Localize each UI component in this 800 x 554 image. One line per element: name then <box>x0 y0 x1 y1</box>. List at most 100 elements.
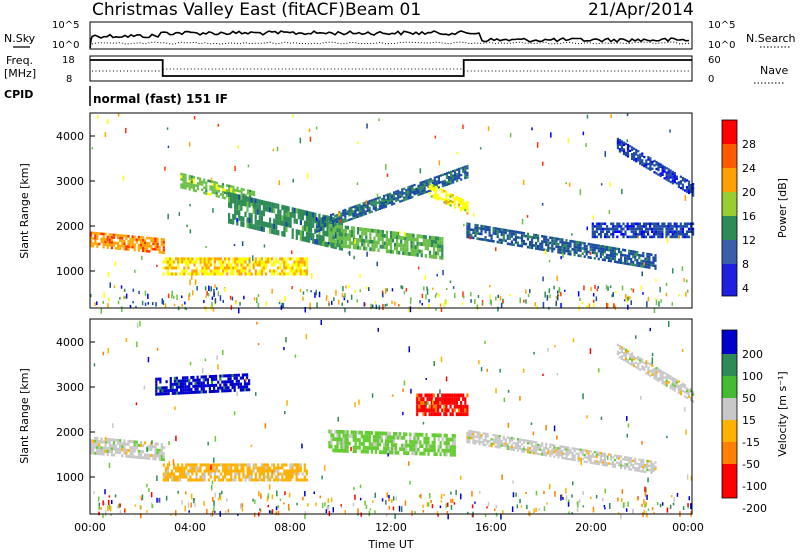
velocity-color-minus200 <box>722 464 737 498</box>
power-ytick-4000: 4000 <box>56 130 84 143</box>
freq-label-line1: Freq. <box>6 54 33 67</box>
velocity-cb-label: Velocity [m s⁻¹] <box>776 371 789 456</box>
power-color-24 <box>722 144 737 168</box>
velocity-ytick-4000: 4000 <box>56 336 84 349</box>
power-color-8 <box>722 240 737 264</box>
noise-left-label: N.Sky <box>4 32 36 45</box>
velocity-feature-1 <box>162 463 308 482</box>
nave-label: Nave <box>760 64 788 77</box>
power-feature-9 <box>591 222 695 239</box>
power-feature-1 <box>162 257 308 276</box>
velocity-color-200 <box>722 330 737 354</box>
freq-left-tick-bottom: 8 <box>66 74 72 85</box>
velocity-feature-6 <box>616 343 695 403</box>
nave-right-tick-top: 60 <box>708 55 721 66</box>
xtick-0800: 08:00 <box>274 521 306 534</box>
velocity-ytick-3000: 3000 <box>56 381 84 394</box>
nave-right-tick-bottom: 0 <box>708 74 714 85</box>
velocity-color-minus15 <box>722 420 737 442</box>
velocity-feature-3 <box>328 429 456 457</box>
power-ytick-3000: 3000 <box>56 175 84 188</box>
power-color-28 <box>722 120 737 144</box>
power-plot-area <box>90 113 692 308</box>
cpid-label: CPID <box>4 88 33 101</box>
power-ytick-2000: 2000 <box>56 220 84 233</box>
freq-label-line2: [MHz] <box>4 67 36 80</box>
velocity-feature-5 <box>466 429 657 475</box>
velocity-cb-tick-minus100: -100 <box>742 480 767 493</box>
power-feature-5 <box>328 223 444 260</box>
velocity-colorbar: 200 100 50 15 -15 -50 -100 -200 Velocity… <box>721 329 789 515</box>
velocity-cb-tick-15: 15 <box>742 414 756 427</box>
xtick-0400: 04:00 <box>174 521 206 534</box>
power-ytick-1000: 1000 <box>56 265 84 278</box>
xtick-0000: 00:00 <box>74 521 106 534</box>
freq-left-tick-top: 18 <box>62 55 75 66</box>
noise-panel: N.Sky 10^5 10^0 10^5 10^0 N.Search <box>4 20 796 51</box>
x-axis-label: Time UT <box>367 538 413 551</box>
velocity-cb-tick-100: 100 <box>742 370 763 383</box>
power-color-12 <box>722 216 737 240</box>
power-cb-tick-8: 8 <box>742 258 749 271</box>
power-cb-tick-4: 4 <box>742 282 749 295</box>
power-cb-tick-28: 28 <box>742 138 756 151</box>
power-color-20 <box>722 168 737 192</box>
cpid-value: normal (fast) 151 IF <box>93 92 228 106</box>
frequency-panel: Freq. [MHz] 18 8 60 0 Nave <box>4 54 788 85</box>
velocity-cb-tick-minus15: -15 <box>742 436 760 449</box>
frequency-line <box>90 59 692 77</box>
velocity-cb-tick-50: 50 <box>742 392 756 405</box>
noise-left-tick-top: 10^5 <box>52 20 79 31</box>
velocity-ytick-1000: 1000 <box>56 471 84 484</box>
velocity-cb-tick-minus50: -50 <box>742 458 760 471</box>
power-data-layer <box>90 113 695 314</box>
power-feature-3 <box>228 192 343 251</box>
beam-label: Beam 01 <box>345 0 421 20</box>
power-feature-6 <box>428 183 469 215</box>
velocity-ytick-2000: 2000 <box>56 426 84 439</box>
velocity-cb-tick-200: 200 <box>742 348 763 361</box>
x-axis: 00:00 04:00 08:00 12:00 16:00 20:00 00:0… <box>74 521 704 551</box>
chart-title: Christmas Valley East (fitACF) <box>92 0 345 20</box>
power-cb-tick-24: 24 <box>742 162 756 175</box>
power-feature-4 <box>315 164 469 233</box>
power-cb-label: Power [dB] <box>776 178 789 238</box>
power-color-16 <box>722 192 737 216</box>
power-feature-8 <box>616 137 695 197</box>
velocity-cb-tick-minus200: -200 <box>742 502 767 515</box>
power-cb-tick-12: 12 <box>742 234 756 247</box>
power-feature-7 <box>466 222 657 270</box>
power-cb-tick-20: 20 <box>742 186 756 199</box>
velocity-color-15 <box>722 398 737 420</box>
power-colorbar: 28 24 20 16 12 8 4 Power [dB] <box>721 119 789 297</box>
xtick-1200: 12:00 <box>375 521 407 534</box>
power-color-4 <box>722 264 737 296</box>
power-panel: Slant Range [km] 4000 3000 2000 1000 <box>18 112 695 314</box>
power-cb-tick-16: 16 <box>742 210 756 223</box>
power-ylabel: Slant Range [km] <box>18 163 31 259</box>
velocity-feature-0 <box>90 436 165 462</box>
power-feature-0 <box>90 231 165 254</box>
nave-line <box>92 68 690 72</box>
velocity-feature-2 <box>155 373 251 396</box>
velocity-panel: Slant Range [km] 4000 3000 2000 1000 <box>18 318 695 520</box>
velocity-feature-4 <box>416 393 469 417</box>
noise-left-tick-bottom: 10^0 <box>52 40 79 51</box>
noise-sky-line <box>89 30 690 49</box>
velocity-color-50 <box>722 376 737 398</box>
velocity-noise-speckles <box>93 320 693 520</box>
velocity-color-minus50 <box>722 442 737 464</box>
velocity-color-100 <box>722 354 737 376</box>
velocity-ylabel: Slant Range [km] <box>18 368 31 464</box>
noise-right-tick-top: 10^5 <box>708 20 735 31</box>
xtick-2400: 00:00 <box>672 521 704 534</box>
velocity-plot-area <box>90 319 692 514</box>
xtick-1600: 16:00 <box>475 521 507 534</box>
noise-search-line <box>91 41 691 45</box>
velocity-data-layer <box>90 320 695 520</box>
xtick-2000: 20:00 <box>575 521 607 534</box>
noise-right-label: N.Search <box>746 32 796 45</box>
noise-right-tick-bottom: 10^0 <box>708 40 735 51</box>
date-label: 21/Apr/2014 <box>588 0 694 20</box>
